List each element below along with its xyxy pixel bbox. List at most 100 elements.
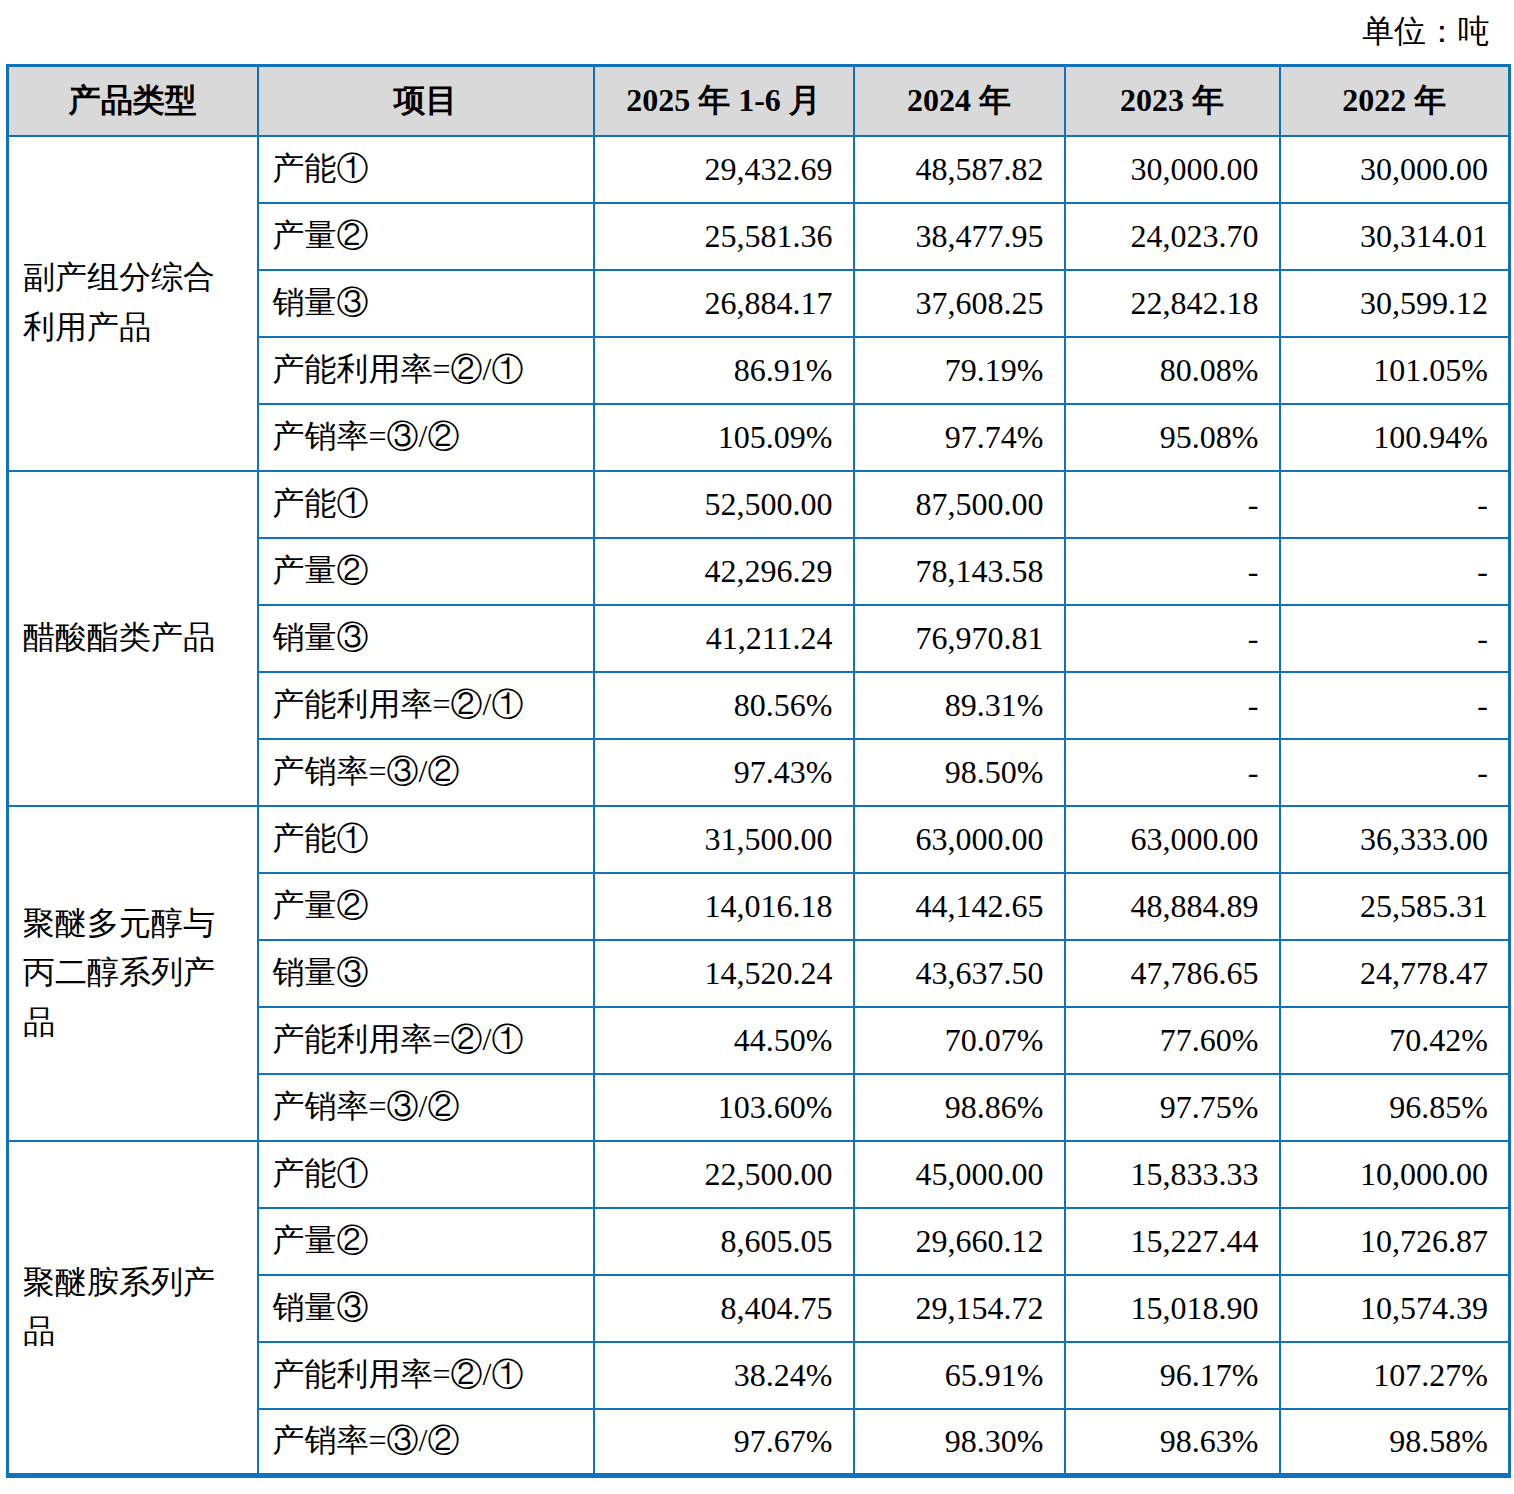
value-cell: 10,000.00	[1280, 1141, 1510, 1208]
item-label-cell: 产能①	[258, 136, 594, 203]
value-cell: 38.24%	[594, 1342, 854, 1409]
value-cell: 98.30%	[854, 1409, 1065, 1476]
item-label-cell: 产能利用率=②/①	[258, 337, 594, 404]
value-cell: 14,016.18	[594, 873, 854, 940]
value-cell: 98.50%	[854, 739, 1065, 806]
value-cell: 95.08%	[1065, 404, 1280, 471]
value-cell: 76,970.81	[854, 605, 1065, 672]
item-label-cell: 销量③	[258, 605, 594, 672]
value-cell: 29,154.72	[854, 1275, 1065, 1342]
value-cell: 107.27%	[1280, 1342, 1510, 1409]
value-cell: 97.43%	[594, 739, 854, 806]
value-cell: 25,585.31	[1280, 873, 1510, 940]
value-cell: 41,211.24	[594, 605, 854, 672]
value-cell: 63,000.00	[1065, 806, 1280, 873]
value-cell: 22,500.00	[594, 1141, 854, 1208]
value-cell: 25,581.36	[594, 203, 854, 270]
item-label-cell: 产销率=③/②	[258, 1409, 594, 1476]
item-label-cell: 销量③	[258, 270, 594, 337]
value-cell: 29,432.69	[594, 136, 854, 203]
value-cell: 8,605.05	[594, 1208, 854, 1275]
table-row: 聚醚多元醇与 丙二醇系列产 品产能①31,500.0063,000.0063,0…	[8, 806, 1510, 873]
item-label-cell: 产能①	[258, 471, 594, 538]
value-cell: 98.58%	[1280, 1409, 1510, 1476]
value-cell: -	[1065, 739, 1280, 806]
table-header: 产品类型 项目 2025 年 1-6 月 2024 年 2023 年 2022 …	[8, 66, 1510, 136]
group-label-cell: 副产组分综合 利用产品	[8, 136, 258, 471]
group-label-cell: 聚醚多元醇与 丙二醇系列产 品	[8, 806, 258, 1141]
value-cell: 70.07%	[854, 1007, 1065, 1074]
value-cell: 24,778.47	[1280, 940, 1510, 1007]
item-label-cell: 产销率=③/②	[258, 739, 594, 806]
value-cell: -	[1280, 471, 1510, 538]
table-body: 副产组分综合 利用产品产能①29,432.6948,587.8230,000.0…	[8, 136, 1510, 1476]
value-cell: 77.60%	[1065, 1007, 1280, 1074]
value-cell: 80.08%	[1065, 337, 1280, 404]
value-cell: 22,842.18	[1065, 270, 1280, 337]
value-cell: 8,404.75	[594, 1275, 854, 1342]
value-cell: 47,786.65	[1065, 940, 1280, 1007]
item-label-cell: 产能①	[258, 806, 594, 873]
value-cell: 97.74%	[854, 404, 1065, 471]
value-cell: 105.09%	[594, 404, 854, 471]
column-header-2023: 2023 年	[1065, 66, 1280, 136]
table-row: 聚醚胺系列产 品产能①22,500.0045,000.0015,833.3310…	[8, 1141, 1510, 1208]
item-label-cell: 销量③	[258, 940, 594, 1007]
table-row: 副产组分综合 利用产品产能①29,432.6948,587.8230,000.0…	[8, 136, 1510, 203]
value-cell: -	[1065, 605, 1280, 672]
group-label-cell: 聚醚胺系列产 品	[8, 1141, 258, 1476]
value-cell: 29,660.12	[854, 1208, 1065, 1275]
item-label-cell: 产销率=③/②	[258, 1074, 594, 1141]
value-cell: 96.85%	[1280, 1074, 1510, 1141]
value-cell: -	[1065, 538, 1280, 605]
value-cell: 10,574.39	[1280, 1275, 1510, 1342]
value-cell: 24,023.70	[1065, 203, 1280, 270]
item-label-cell: 产销率=③/②	[258, 404, 594, 471]
column-header-item: 项目	[258, 66, 594, 136]
value-cell: -	[1280, 605, 1510, 672]
value-cell: 43,637.50	[854, 940, 1065, 1007]
value-cell: 45,000.00	[854, 1141, 1065, 1208]
production-sales-table: 产品类型 项目 2025 年 1-6 月 2024 年 2023 年 2022 …	[6, 64, 1511, 1478]
value-cell: 87,500.00	[854, 471, 1065, 538]
value-cell: 79.19%	[854, 337, 1065, 404]
value-cell: 98.86%	[854, 1074, 1065, 1141]
value-cell: -	[1065, 471, 1280, 538]
value-cell: 97.67%	[594, 1409, 854, 1476]
column-header-2024: 2024 年	[854, 66, 1065, 136]
value-cell: 48,587.82	[854, 136, 1065, 203]
column-header-2022: 2022 年	[1280, 66, 1510, 136]
value-cell: 26,884.17	[594, 270, 854, 337]
value-cell: 38,477.95	[854, 203, 1065, 270]
value-cell: 31,500.00	[594, 806, 854, 873]
value-cell: 86.91%	[594, 337, 854, 404]
value-cell: -	[1280, 739, 1510, 806]
item-label-cell: 产量②	[258, 1208, 594, 1275]
value-cell: 15,833.33	[1065, 1141, 1280, 1208]
value-cell: 80.56%	[594, 672, 854, 739]
value-cell: 14,520.24	[594, 940, 854, 1007]
value-cell: 63,000.00	[854, 806, 1065, 873]
value-cell: 70.42%	[1280, 1007, 1510, 1074]
value-cell: 37,608.25	[854, 270, 1065, 337]
table-row: 醋酸酯类产品产能①52,500.0087,500.00--	[8, 471, 1510, 538]
value-cell: 30,000.00	[1280, 136, 1510, 203]
value-cell: 97.75%	[1065, 1074, 1280, 1141]
value-cell: 30,314.01	[1280, 203, 1510, 270]
document-page: 单位：吨 产品类型 项目 2025 年 1-6 月 2024 年 2023 年 …	[0, 0, 1514, 1494]
column-header-2025h1: 2025 年 1-6 月	[594, 66, 854, 136]
value-cell: 100.94%	[1280, 404, 1510, 471]
value-cell: -	[1280, 672, 1510, 739]
value-cell: 103.60%	[594, 1074, 854, 1141]
value-cell: 98.63%	[1065, 1409, 1280, 1476]
item-label-cell: 销量③	[258, 1275, 594, 1342]
value-cell: 101.05%	[1280, 337, 1510, 404]
value-cell: 15,018.90	[1065, 1275, 1280, 1342]
value-cell: -	[1280, 538, 1510, 605]
value-cell: 96.17%	[1065, 1342, 1280, 1409]
value-cell: 65.91%	[854, 1342, 1065, 1409]
column-header-product-type: 产品类型	[8, 66, 258, 136]
item-label-cell: 产量②	[258, 873, 594, 940]
value-cell: 36,333.00	[1280, 806, 1510, 873]
value-cell: 30,599.12	[1280, 270, 1510, 337]
